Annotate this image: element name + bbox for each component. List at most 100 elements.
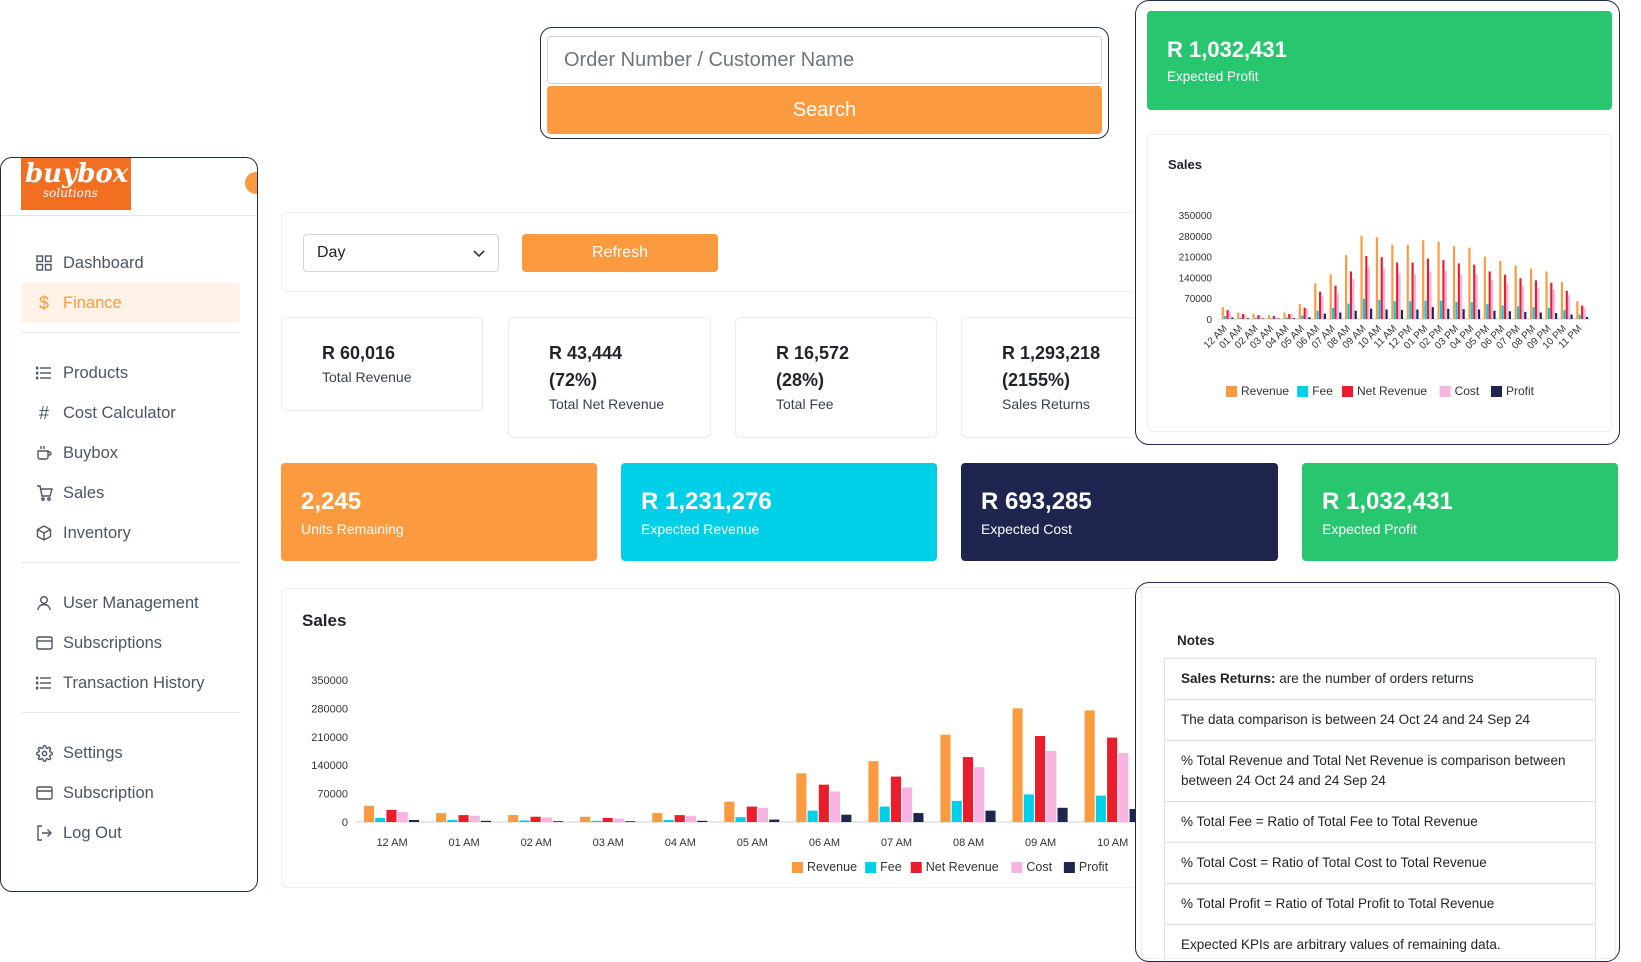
bar-fee[interactable] — [1316, 310, 1319, 319]
bar-fee[interactable] — [1563, 310, 1566, 319]
bar-profit[interactable] — [1262, 318, 1265, 319]
bar-fee[interactable] — [663, 819, 674, 822]
bar-cost[interactable] — [1460, 274, 1463, 319]
bar-profit[interactable] — [1370, 308, 1373, 319]
bar-revenue[interactable] — [1375, 237, 1379, 319]
bar-fee[interactable] — [1332, 307, 1335, 319]
bar-net-revenue[interactable] — [674, 815, 685, 822]
bar-profit[interactable] — [1462, 309, 1465, 319]
bar-revenue[interactable] — [1499, 261, 1502, 319]
bar-net-revenue[interactable] — [1488, 271, 1491, 319]
bar-profit[interactable] — [1339, 312, 1342, 319]
bar-revenue[interactable] — [435, 813, 447, 822]
bar-cost[interactable] — [1444, 270, 1447, 319]
bar-fee[interactable] — [1362, 298, 1366, 319]
bar-net-revenue[interactable] — [1550, 282, 1553, 319]
bar-cost[interactable] — [1552, 289, 1555, 319]
bar-revenue[interactable] — [1252, 313, 1255, 319]
bar-fee[interactable] — [879, 806, 890, 822]
bar-profit[interactable] — [1385, 309, 1388, 319]
bar-profit[interactable] — [408, 819, 420, 822]
bar-cost[interactable] — [1398, 272, 1401, 319]
legend-label[interactable]: Fee — [1312, 384, 1333, 398]
bar-revenue[interactable] — [1452, 246, 1456, 319]
bar-net-revenue[interactable] — [1473, 264, 1476, 319]
sidebar-item-transaction-history[interactable]: Transaction History — [21, 663, 240, 703]
bar-profit[interactable] — [1508, 311, 1511, 319]
bar-revenue[interactable] — [1406, 244, 1409, 319]
bar-revenue[interactable] — [1084, 710, 1095, 822]
sidebar-item-settings[interactable]: Settings — [21, 733, 240, 773]
legend-label[interactable]: Net Revenue — [1357, 384, 1427, 398]
bar-revenue[interactable] — [1329, 274, 1332, 319]
bar-cost[interactable] — [1228, 311, 1232, 319]
bar-cost[interactable] — [974, 767, 985, 822]
bar-fee[interactable] — [1301, 315, 1304, 319]
bar-profit[interactable] — [1539, 312, 1542, 319]
bar-net-revenue[interactable] — [1334, 285, 1337, 319]
bar-revenue[interactable] — [1576, 301, 1579, 319]
bar-fee[interactable] — [1393, 301, 1396, 319]
bar-cost[interactable] — [1275, 316, 1278, 319]
bar-profit[interactable] — [841, 814, 852, 822]
bar-net-revenue[interactable] — [1380, 257, 1383, 319]
bar-cost[interactable] — [1413, 274, 1417, 319]
bar-fee[interactable] — [1547, 307, 1551, 319]
bar-fee[interactable] — [1224, 316, 1227, 319]
bar-profit[interactable] — [1277, 318, 1280, 319]
sidebar-item-inventory[interactable]: Inventory — [21, 513, 240, 553]
bar-revenue[interactable] — [580, 816, 591, 822]
bar-cost[interactable] — [1290, 314, 1293, 319]
bar-cost[interactable] — [397, 811, 408, 822]
bar-revenue[interactable] — [1012, 708, 1023, 822]
bar-revenue[interactable] — [652, 813, 663, 822]
bar-profit[interactable] — [1570, 314, 1573, 319]
bar-net-revenue[interactable] — [1565, 290, 1568, 319]
bar-net-revenue[interactable] — [746, 806, 757, 822]
bar-profit[interactable] — [1308, 317, 1311, 319]
legend-label[interactable]: Net Revenue — [926, 860, 999, 874]
bar-cost[interactable] — [1305, 308, 1309, 319]
bar-net-revenue[interactable] — [1519, 278, 1522, 319]
bar-fee[interactable] — [1285, 317, 1288, 319]
bar-net-revenue[interactable] — [458, 815, 469, 822]
bar-revenue[interactable] — [1483, 256, 1486, 319]
bar-fee[interactable] — [1023, 794, 1034, 822]
bar-revenue[interactable] — [1437, 241, 1440, 319]
bar-net-revenue[interactable] — [602, 817, 613, 822]
bar-fee[interactable] — [1578, 314, 1581, 319]
bar-net-revenue[interactable] — [1303, 307, 1306, 319]
sidebar-item-finance[interactable]: $ Finance — [21, 283, 240, 323]
bar-profit[interactable] — [913, 813, 924, 822]
legend-label[interactable]: Cost — [1455, 384, 1480, 398]
bar-revenue[interactable] — [1267, 315, 1271, 319]
bar-net-revenue[interactable] — [1411, 262, 1414, 319]
bar-net-revenue[interactable] — [1035, 735, 1046, 822]
sidebar-item-cost-calculator[interactable]: # Cost Calculator — [21, 393, 240, 433]
bar-net-revenue[interactable] — [1365, 256, 1368, 319]
bar-profit[interactable] — [1129, 809, 1140, 822]
bar-fee[interactable] — [1439, 300, 1443, 319]
bar-net-revenue[interactable] — [530, 816, 541, 822]
bar-cost[interactable] — [1429, 271, 1432, 319]
bar-net-revenue[interactable] — [818, 784, 829, 822]
sidebar-item-subscriptions[interactable]: Subscriptions — [21, 623, 240, 663]
bar-profit[interactable] — [1231, 317, 1234, 319]
legend-label[interactable]: Cost — [1026, 860, 1052, 874]
bar-cost[interactable] — [1321, 296, 1324, 319]
bar-revenue[interactable] — [1298, 304, 1301, 319]
bar-revenue[interactable] — [1360, 235, 1363, 319]
bar-revenue[interactable] — [1221, 307, 1224, 319]
bar-revenue[interactable] — [724, 801, 735, 822]
bar-profit[interactable] — [1354, 310, 1357, 319]
bar-revenue[interactable] — [1391, 244, 1394, 319]
bar-net-revenue[interactable] — [1504, 274, 1507, 319]
search-input[interactable] — [547, 36, 1102, 84]
bar-net-revenue[interactable] — [890, 776, 901, 822]
bar-revenue[interactable] — [1545, 271, 1548, 319]
bar-fee[interactable] — [1095, 795, 1106, 822]
sidebar-item-log-out[interactable]: Log Out — [21, 813, 240, 853]
bar-revenue[interactable] — [1314, 283, 1317, 319]
bar-fee[interactable] — [519, 820, 530, 822]
bar-cost[interactable] — [541, 817, 552, 822]
